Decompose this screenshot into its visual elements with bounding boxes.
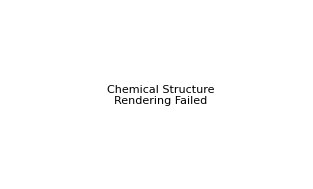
Text: Chemical Structure
Rendering Failed: Chemical Structure Rendering Failed [107,85,214,106]
